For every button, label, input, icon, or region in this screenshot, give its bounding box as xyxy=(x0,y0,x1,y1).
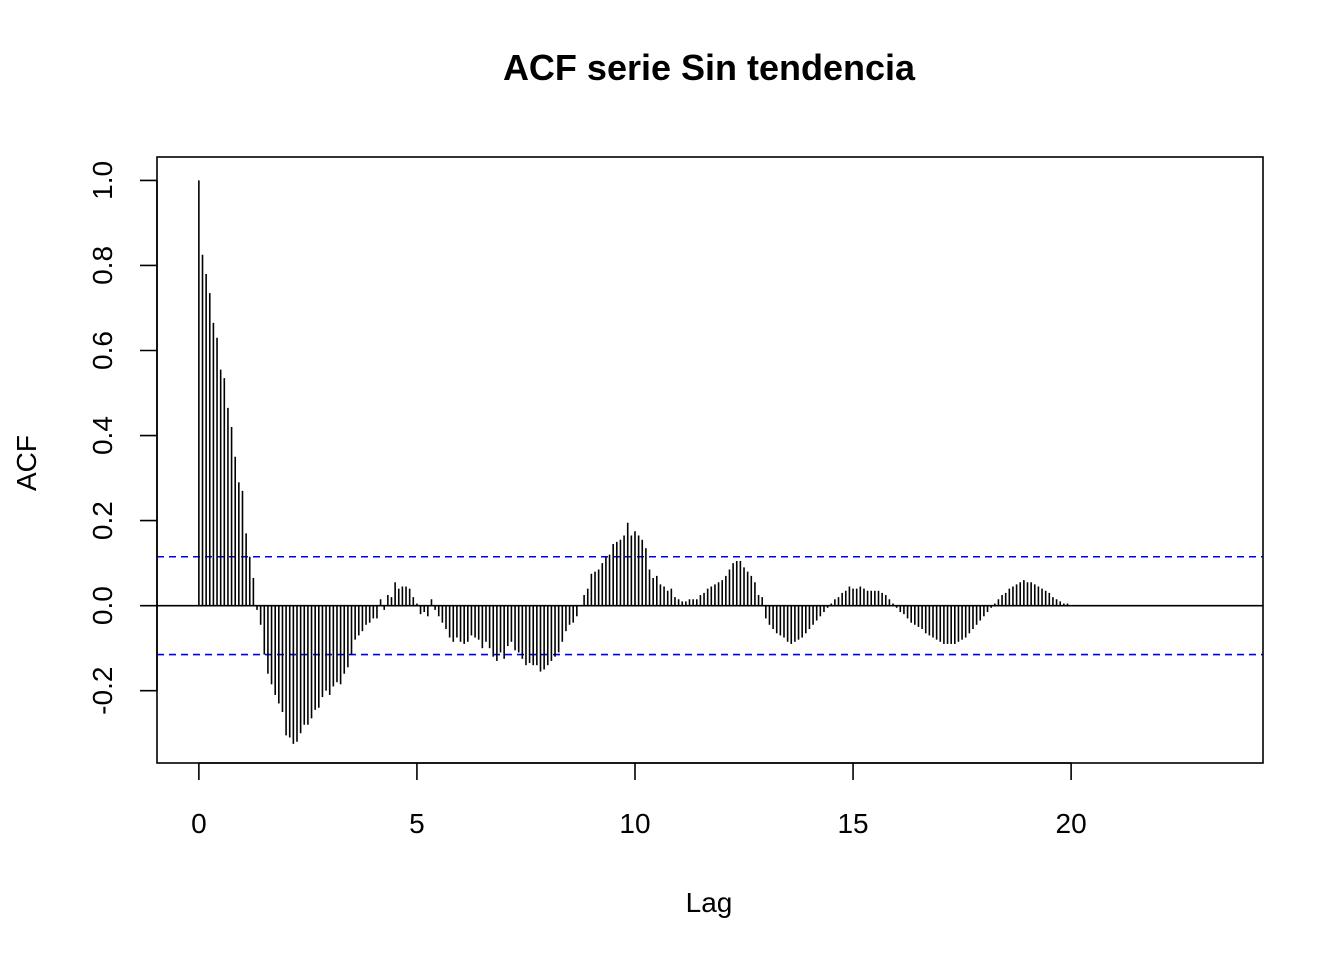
y-tick-label: 0.4 xyxy=(87,416,118,455)
plot-box xyxy=(156,156,1264,764)
y-tick-label: 0.0 xyxy=(87,586,118,625)
y-axis: -0.2 0.0 0.2 0.4 0.6 0.8 1.0 xyxy=(87,161,158,715)
y-tick-label: 0.6 xyxy=(87,331,118,370)
y-axis-label: ACF xyxy=(11,435,42,491)
x-axis-label: Lag xyxy=(686,887,733,918)
x-tick-label: 15 xyxy=(837,808,868,839)
acf-bars xyxy=(198,180,1069,744)
y-tick-label: 1.0 xyxy=(87,161,118,200)
x-tick-label: 10 xyxy=(619,808,650,839)
y-tick-label: 0.8 xyxy=(87,246,118,285)
x-tick-label: 20 xyxy=(1056,808,1087,839)
chart-title: ACF serie Sin tendencia xyxy=(503,47,916,88)
x-tick-label: 0 xyxy=(191,808,207,839)
y-tick-label: -0.2 xyxy=(87,667,118,715)
x-axis: 0 5 10 15 20 xyxy=(191,762,1087,839)
y-tick-label: 0.2 xyxy=(87,501,118,540)
x-tick-label: 5 xyxy=(409,808,425,839)
